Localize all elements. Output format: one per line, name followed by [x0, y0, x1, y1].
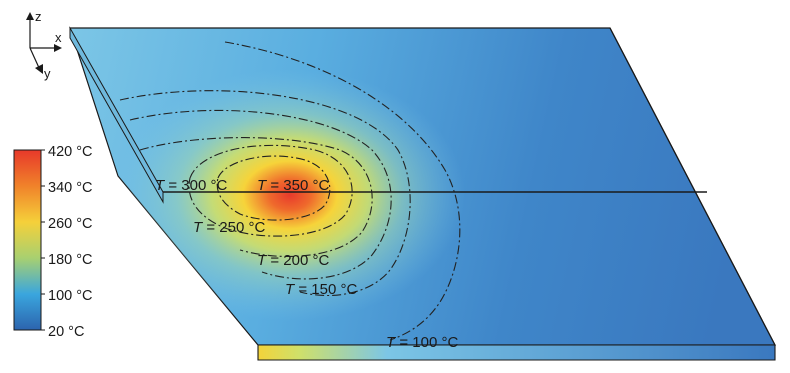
isotherm-label-200: T = 200 °C: [257, 252, 329, 269]
colorbar-gradient: [13, 149, 42, 331]
axis-label-y: y: [44, 66, 51, 81]
isotherm-300: [188, 144, 353, 237]
isotherm-label-300: T = 300 °C: [155, 177, 227, 194]
x-arrowhead-icon: [54, 44, 62, 52]
isotherm-labels: T = 300 °C T = 350 °C T = 250 °C T = 200…: [155, 177, 458, 351]
isotherm-contours: [119, 41, 461, 341]
colorbar-tick-180: 180 °C: [48, 252, 93, 268]
isotherm-150: [119, 90, 411, 297]
axis-label-x: x: [55, 30, 62, 45]
isotherm-label-100: T = 100 °C: [386, 334, 458, 351]
z-arrowhead-icon: [26, 12, 34, 20]
coordinate-axes: [26, 12, 62, 74]
colorbar-tick-340: 340 °C: [48, 180, 93, 196]
isotherm-250: [139, 137, 373, 257]
axis-label-z: z: [35, 9, 42, 24]
plate-left-edge: [69, 26, 164, 204]
isotherm-100: [224, 41, 461, 341]
colorbar-tick-420: 420 °C: [48, 144, 93, 160]
colorbar: 420 °C 340 °C 260 °C 180 °C 100 °C 20 °C: [13, 144, 93, 340]
colorbar-tick-20: 20 °C: [48, 324, 84, 340]
isotherm-200: [129, 109, 392, 280]
plate-right-edge: [609, 27, 776, 346]
colorbar-tick-260: 260 °C: [48, 216, 93, 232]
colorbar-tick-100: 100 °C: [48, 288, 93, 304]
plate-front-face: [257, 344, 776, 361]
isotherm-label-350: T = 350 °C: [257, 177, 329, 194]
y-arrowhead-icon: [35, 64, 43, 74]
isotherm-label-250: T = 250 °C: [193, 219, 265, 236]
isotherm-label-150: T = 150 °C: [285, 281, 357, 298]
